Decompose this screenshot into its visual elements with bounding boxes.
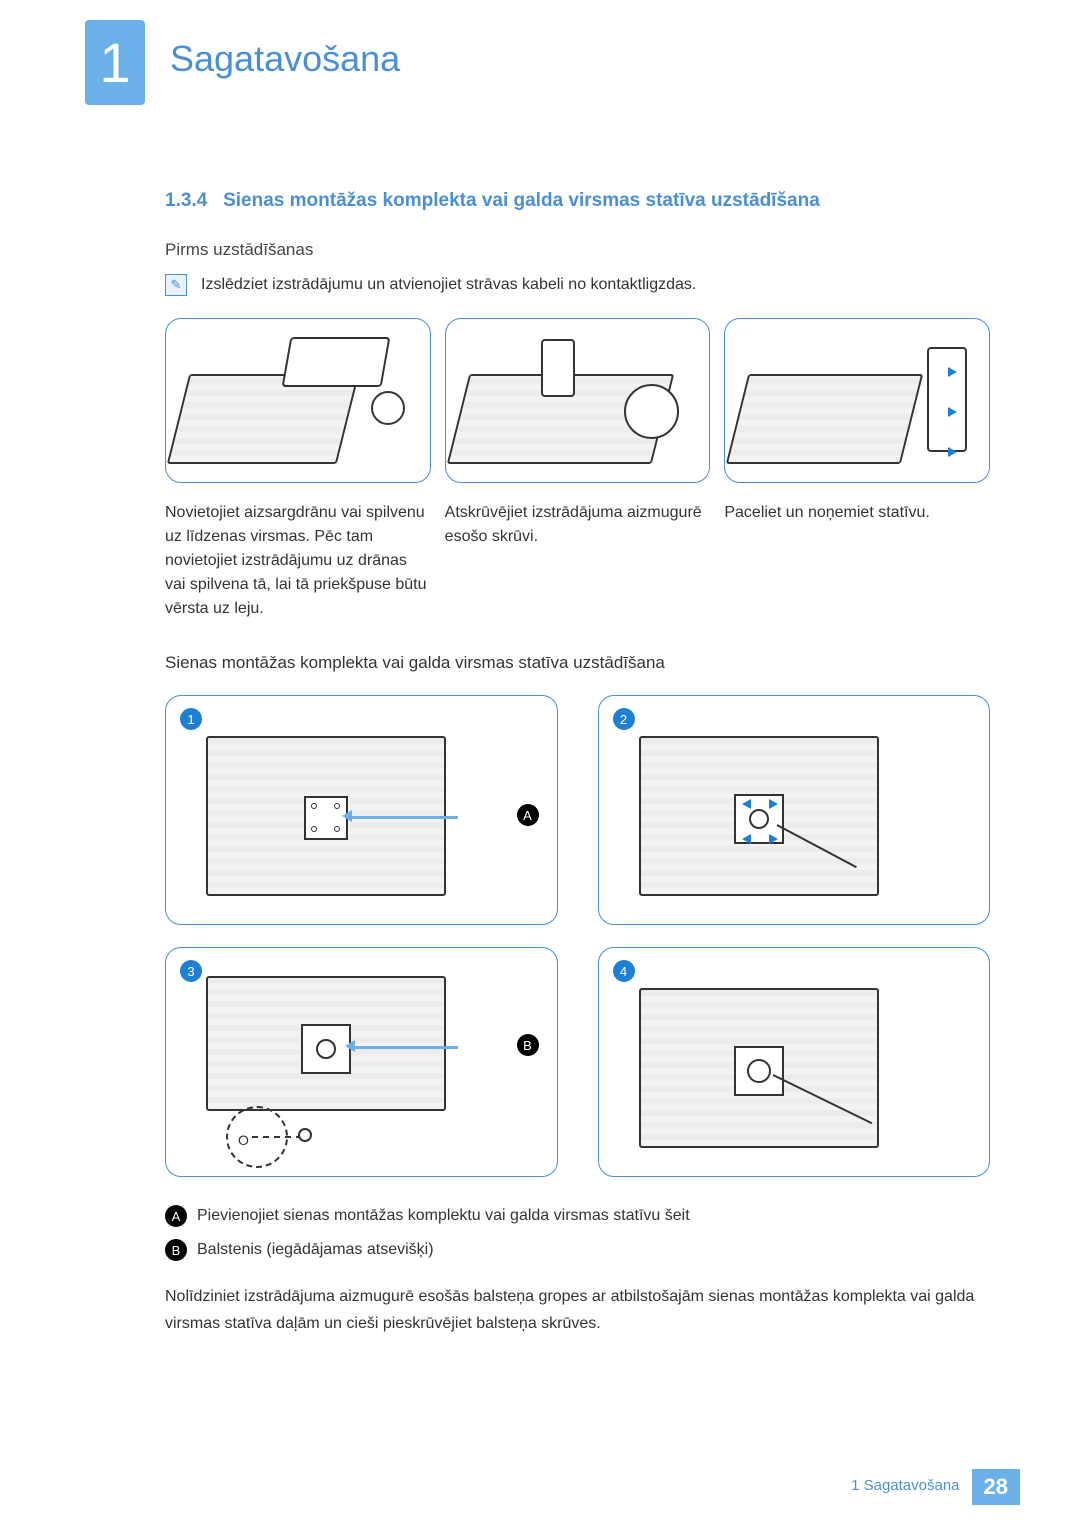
figure-2 bbox=[445, 318, 711, 483]
step-badge-1: 1 bbox=[180, 708, 202, 730]
figure-row-top bbox=[165, 318, 990, 483]
legend-row-b: B Balstenis (iegādājamas atsevišķi) bbox=[165, 1239, 990, 1261]
figure-1 bbox=[165, 318, 431, 483]
step-panel-3: 3 O B bbox=[165, 947, 558, 1177]
legend-badge-b: B bbox=[165, 1239, 187, 1261]
note-row: ✎ Izslēdziet izstrādājumu un atvienojiet… bbox=[165, 274, 990, 296]
legend-text-a: Pievienojiet sienas montāžas komplektu v… bbox=[197, 1207, 690, 1225]
section-title: Sienas montāžas komplekta vai galda virs… bbox=[223, 190, 820, 211]
step-panel-2: 2 bbox=[598, 695, 991, 925]
chapter-title: Sagatavošana bbox=[170, 38, 400, 80]
section-heading: 1.3.4 Sienas montāžas komplekta vai gald… bbox=[165, 190, 990, 212]
step-panel-4: 4 bbox=[598, 947, 991, 1177]
caption-1: Novietojiet aizsargdrānu vai spilvenu uz… bbox=[165, 501, 431, 621]
chapter-number: 1 bbox=[99, 30, 130, 95]
ring-label: O bbox=[238, 1132, 249, 1148]
step-panel-1: 1 A bbox=[165, 695, 558, 925]
note-icon: ✎ bbox=[165, 274, 187, 296]
footer-page: 28 bbox=[972, 1469, 1020, 1505]
mid-label: Sienas montāžas komplekta vai galda virs… bbox=[165, 653, 990, 673]
figure-grid: 1 A 2 3 O bbox=[165, 695, 990, 1177]
section-number: 1.3.4 bbox=[165, 190, 207, 211]
footer-label: 1 Sagatavošana bbox=[839, 1469, 971, 1505]
body-paragraph: Nolīdziniet izstrādājuma aizmugurē esošā… bbox=[165, 1283, 990, 1337]
legend-text-b: Balstenis (iegādājamas atsevišķi) bbox=[197, 1241, 434, 1259]
note-text: Izslēdziet izstrādājumu un atvienojiet s… bbox=[201, 274, 696, 294]
legend: A Pievienojiet sienas montāžas komplektu… bbox=[165, 1205, 990, 1261]
chapter-tab: 1 bbox=[85, 20, 145, 105]
footer: 1 Sagatavošana 28 bbox=[839, 1469, 1020, 1505]
caption-row: Novietojiet aizsargdrānu vai spilvenu uz… bbox=[165, 501, 990, 621]
page-content: 1.3.4 Sienas montāžas komplekta vai gald… bbox=[165, 190, 990, 1337]
step-badge-3: 3 bbox=[180, 960, 202, 982]
caption-3: Paceliet un noņemiet statīvu. bbox=[724, 501, 990, 621]
figure-3 bbox=[724, 318, 990, 483]
pre-install-label: Pirms uzstādīšanas bbox=[165, 240, 990, 260]
legend-badge-a: A bbox=[165, 1205, 187, 1227]
letter-badge-b: B bbox=[517, 1034, 539, 1056]
letter-badge-a: A bbox=[517, 804, 539, 826]
step-badge-2: 2 bbox=[613, 708, 635, 730]
legend-row-a: A Pievienojiet sienas montāžas komplektu… bbox=[165, 1205, 990, 1227]
caption-2: Atskrūvējiet izstrādājuma aizmugurē esoš… bbox=[445, 501, 711, 621]
step-badge-4: 4 bbox=[613, 960, 635, 982]
